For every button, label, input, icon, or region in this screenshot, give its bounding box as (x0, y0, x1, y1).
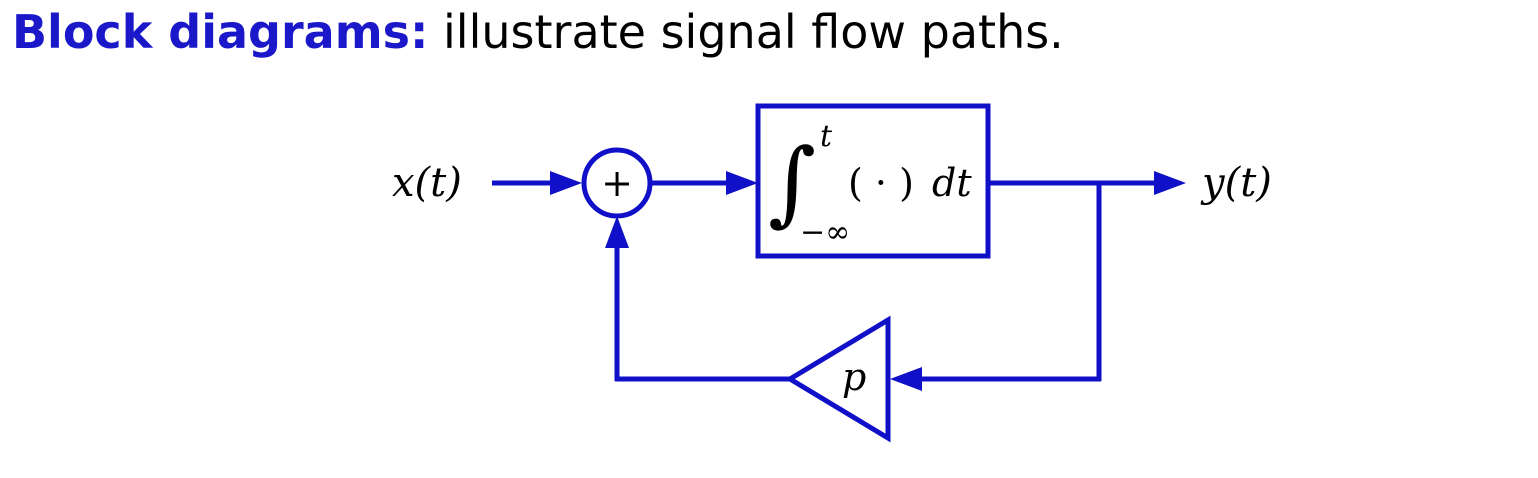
integral-lower-limit: −∞ (800, 215, 850, 250)
gain-block (785, 315, 891, 443)
input-arrow-head (550, 171, 582, 195)
heading-term: Block diagrams: (12, 5, 429, 59)
slide-heading: Block diagrams: illustrate signal flow p… (12, 2, 1064, 62)
feedback-to-gain-head (890, 367, 922, 391)
integrand-placeholder: ( · ) (848, 161, 914, 205)
output-signal-label: y(t) (1200, 160, 1272, 206)
integral-differential: dt (932, 161, 972, 205)
output-arrow-head (1154, 171, 1186, 195)
integral-sign: ∫ (768, 129, 816, 236)
summer-to-integrator-head (726, 171, 758, 195)
input-signal-label: x(t) (392, 160, 462, 206)
feedback-rise-head (605, 216, 629, 248)
integral-upper-limit: t (820, 119, 833, 154)
summing-junction-plus: + (601, 161, 633, 205)
heading-description: illustrate signal flow paths. (443, 5, 1064, 59)
integrator-block (755, 103, 991, 259)
gain-label: p (842, 355, 866, 399)
